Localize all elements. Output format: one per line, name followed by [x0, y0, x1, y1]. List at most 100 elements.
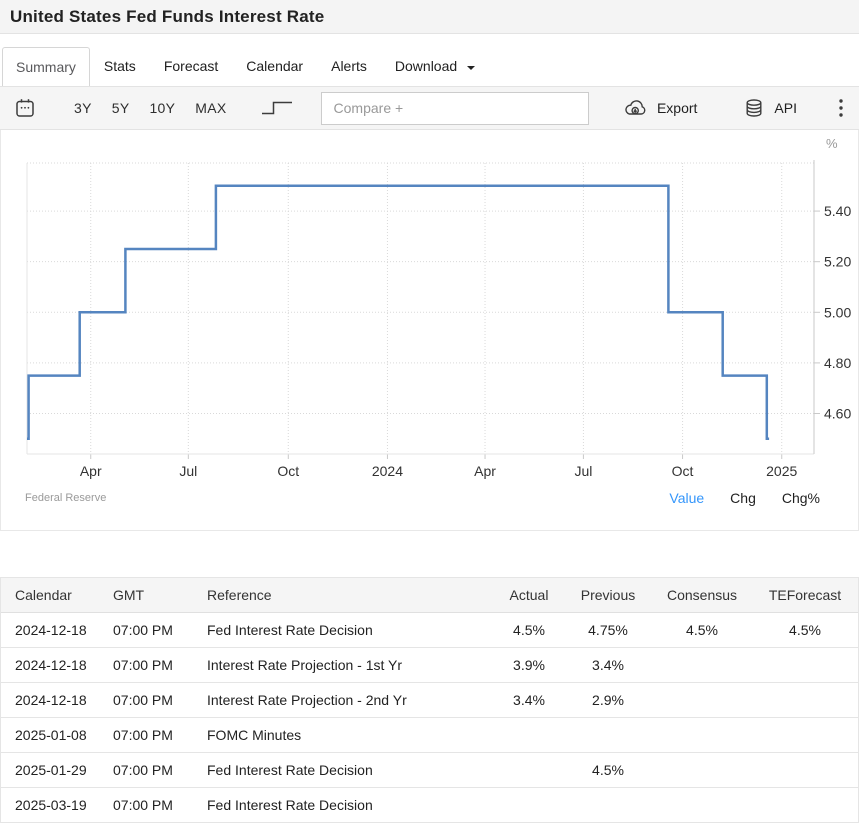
x-axis-label: Apr — [474, 463, 496, 479]
tab-calendar[interactable]: Calendar — [232, 46, 317, 86]
cell-gmt: 07:00 PM — [105, 717, 199, 752]
link-chg[interactable]: Chg — [730, 490, 756, 506]
chart-type-button[interactable] — [259, 97, 295, 119]
table-row[interactable]: 2024-12-1807:00 PMInterest Rate Projecti… — [1, 647, 858, 682]
cell-calendar: 2025-01-29 — [1, 752, 105, 787]
cell-teforecast: 4.5% — [752, 612, 858, 647]
cell-previous: 4.75% — [564, 612, 652, 647]
range-10y-button[interactable]: 10Y — [149, 100, 175, 116]
page-title: United States Fed Funds Interest Rate — [10, 7, 849, 27]
link-chg-pct[interactable]: Chg% — [782, 490, 820, 506]
cell-calendar: 2025-01-08 — [1, 717, 105, 752]
api-button[interactable]: API — [743, 98, 797, 119]
cell-consensus — [652, 647, 752, 682]
y-axis-label: 4.80 — [824, 355, 851, 371]
col-header-actual: Actual — [494, 578, 564, 612]
cell-teforecast — [752, 717, 858, 752]
cell-gmt: 07:00 PM — [105, 787, 199, 822]
step-chart-icon — [259, 97, 295, 119]
cell-previous: 2.9% — [564, 682, 652, 717]
cell-calendar: 2025-03-19 — [1, 787, 105, 822]
cell-teforecast — [752, 682, 858, 717]
export-button[interactable]: Export — [623, 99, 697, 118]
table-header-row: CalendarGMTReferenceActualPreviousConsen… — [1, 578, 858, 612]
cell-previous — [564, 717, 652, 752]
table-row[interactable]: 2025-01-0807:00 PMFOMC Minutes — [1, 717, 858, 752]
table-row[interactable]: 2025-01-2907:00 PMFed Interest Rate Deci… — [1, 752, 858, 787]
chart-toolbar: 3Y 5Y 10Y MAX Export API — [0, 86, 859, 130]
tab-download-label: Download — [395, 58, 457, 74]
date-range-button[interactable] — [14, 97, 36, 119]
cell-actual: 4.5% — [494, 612, 564, 647]
chart-source: Federal Reserve — [25, 492, 106, 504]
cell-consensus — [652, 752, 752, 787]
compare-input[interactable] — [321, 92, 589, 125]
cell-actual — [494, 787, 564, 822]
tab-download[interactable]: Download — [381, 46, 489, 86]
cell-actual — [494, 752, 564, 787]
cloud-download-icon — [623, 99, 648, 118]
chart-mode-links: Value Chg Chg% — [669, 490, 820, 506]
cell-calendar: 2024-12-18 — [1, 682, 105, 717]
cell-gmt: 07:00 PM — [105, 682, 199, 717]
y-axis-label: 5.00 — [824, 304, 851, 320]
table-row[interactable]: 2024-12-1807:00 PMFed Interest Rate Deci… — [1, 612, 858, 647]
cell-actual: 3.4% — [494, 682, 564, 717]
cell-reference: FOMC Minutes — [199, 717, 494, 752]
col-header-previous: Previous — [564, 578, 652, 612]
calendar-icon — [14, 97, 36, 119]
tab-alerts[interactable]: Alerts — [317, 46, 381, 86]
table-row[interactable]: 2024-12-1807:00 PMInterest Rate Projecti… — [1, 682, 858, 717]
tab-summary[interactable]: Summary — [2, 47, 90, 86]
range-max-button[interactable]: MAX — [195, 100, 226, 116]
y-axis-label: 4.60 — [824, 406, 851, 422]
cell-consensus — [652, 717, 752, 752]
x-axis-label: Jul — [574, 463, 592, 479]
rate-chart[interactable]: 4.60 4.80 5.00 5.20 5.40 Apr Jul Oct 2024 Apr Jul O… — [1, 130, 858, 488]
x-axis-label: Jul — [179, 463, 197, 479]
range-buttons: 3Y 5Y 10Y MAX — [74, 100, 227, 116]
cell-actual: 3.9% — [494, 647, 564, 682]
kebab-menu-icon — [837, 97, 845, 119]
title-bar: United States Fed Funds Interest Rate — [0, 0, 859, 34]
col-header-teforecast: TEForecast — [752, 578, 858, 612]
col-header-consensus: Consensus — [652, 578, 752, 612]
toolbar-right: Export API — [623, 97, 845, 119]
table-row[interactable]: 2025-03-1907:00 PMFed Interest Rate Deci… — [1, 787, 858, 822]
cell-teforecast — [752, 787, 858, 822]
cell-reference: Fed Interest Rate Decision — [199, 752, 494, 787]
tab-bar: Summary Stats Forecast Calendar Alerts D… — [0, 34, 859, 86]
col-header-gmt: GMT — [105, 578, 199, 612]
database-icon — [743, 98, 765, 119]
api-label: API — [774, 100, 797, 116]
cell-calendar: 2024-12-18 — [1, 647, 105, 682]
cell-reference: Fed Interest Rate Decision — [199, 787, 494, 822]
export-label: Export — [657, 100, 697, 116]
cell-previous — [564, 787, 652, 822]
x-axis-label: 2025 — [766, 463, 797, 479]
y-axis-label: 5.40 — [824, 203, 851, 219]
cell-actual — [494, 717, 564, 752]
tab-forecast[interactable]: Forecast — [150, 46, 232, 86]
chart-card: 4.60 4.80 5.00 5.20 5.40 Apr Jul Oct 2024 Apr Jul O… — [0, 130, 859, 531]
y-axis-label: 5.20 — [824, 254, 851, 270]
col-header-reference: Reference — [199, 578, 494, 612]
tab-stats[interactable]: Stats — [90, 46, 150, 86]
x-axis-label: Oct — [672, 463, 694, 479]
cell-consensus — [652, 682, 752, 717]
cell-reference: Interest Rate Projection - 1st Yr — [199, 647, 494, 682]
range-5y-button[interactable]: 5Y — [112, 100, 130, 116]
cell-consensus — [652, 787, 752, 822]
x-axis-label: 2024 — [372, 463, 403, 479]
link-value[interactable]: Value — [669, 490, 704, 506]
x-axis-label: Apr — [80, 463, 102, 479]
more-options-button[interactable] — [837, 97, 845, 119]
x-axis-label: Oct — [277, 463, 299, 479]
calendar-table-body: 2024-12-1807:00 PMFed Interest Rate Deci… — [1, 612, 858, 822]
cell-gmt: 07:00 PM — [105, 752, 199, 787]
cell-teforecast — [752, 647, 858, 682]
range-3y-button[interactable]: 3Y — [74, 100, 92, 116]
cell-calendar: 2024-12-18 — [1, 612, 105, 647]
cell-consensus: 4.5% — [652, 612, 752, 647]
col-header-calendar: Calendar — [1, 578, 105, 612]
